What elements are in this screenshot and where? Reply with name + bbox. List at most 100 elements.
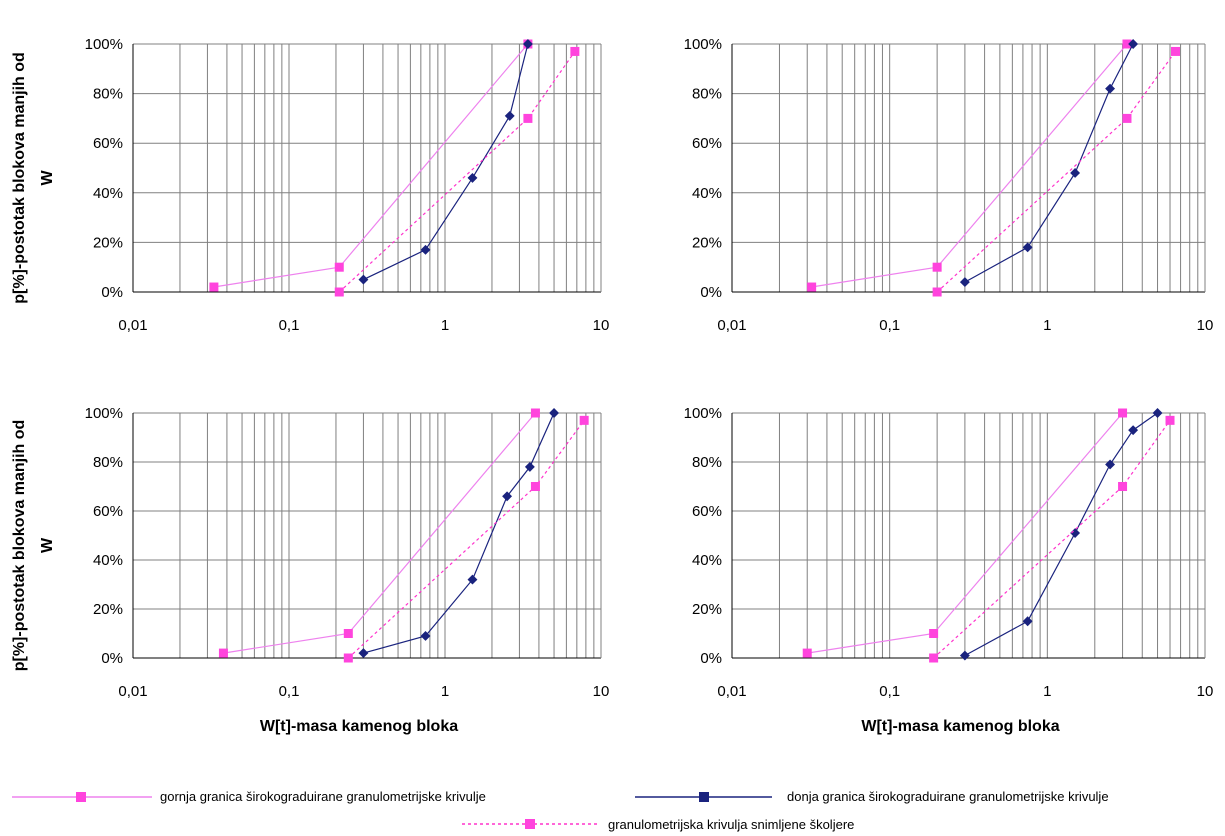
data-point-upper (334, 262, 344, 272)
data-point-lower (467, 172, 478, 183)
data-point-measured (1165, 415, 1175, 425)
data-point-upper (343, 629, 353, 638)
x-tick-label: 0,1 (279, 683, 300, 700)
series-line-lower (363, 43, 529, 281)
x-axis-title: W[t]-masa kamenog bloka (861, 718, 1059, 735)
series-line-upper (213, 43, 529, 288)
x-tick-label: 0,1 (879, 317, 900, 334)
data-point-measured (1171, 46, 1181, 56)
legend-upper-label: gornja granica širokograduirane granulom… (160, 789, 486, 804)
data-point-upper (1122, 39, 1132, 49)
y-tick-label: 80% (93, 454, 123, 471)
x-tick-label: 0,01 (717, 683, 746, 700)
data-point-lower (549, 408, 559, 418)
y-tick-label: 0% (700, 284, 722, 301)
data-point-upper (218, 648, 228, 658)
y-tick-label: 60% (93, 135, 123, 152)
data-point-measured (932, 287, 942, 297)
data-point-upper (209, 282, 219, 292)
y-tick-label: 0% (101, 650, 123, 667)
y-tick-label: 60% (93, 503, 123, 520)
series-line-measured (347, 420, 585, 659)
data-point-upper (929, 629, 939, 638)
y-axis-title: p[%]-postotak blokova manjih od (11, 52, 28, 304)
data-point-lower (1128, 425, 1139, 436)
data-point-upper (807, 282, 817, 292)
data-point-measured (530, 482, 540, 491)
y-tick-label: 100% (684, 405, 722, 422)
data-point-measured (343, 653, 353, 663)
data-point-lower (959, 277, 970, 288)
x-tick-label: 1 (1043, 317, 1051, 334)
legend-upper-marker (76, 792, 86, 802)
charts: 0%20%40%60%80%100%0,01 0,1 1 10p[%]-postota… (11, 36, 1213, 735)
x-tick-label: 1 (441, 683, 449, 700)
data-point-lower (420, 631, 431, 641)
data-point-lower (1070, 168, 1081, 178)
data-point-upper (932, 262, 942, 272)
y-tick-label: 0% (700, 650, 722, 667)
x-tick-label: 10 (593, 317, 610, 334)
data-point-lower (467, 574, 478, 585)
series-line-upper (811, 43, 1128, 288)
data-point-upper (530, 408, 540, 418)
y-tick-label: 20% (93, 601, 123, 618)
y-tick-label: 20% (692, 234, 722, 251)
data-point-lower (502, 491, 513, 502)
legend-lower-label: donja granica širokograduirane granulome… (787, 789, 1109, 804)
data-point-lower (522, 39, 533, 49)
data-point-measured (1118, 482, 1128, 491)
data-point-upper (1118, 408, 1128, 418)
data-point-lower (358, 274, 369, 285)
series-line-lower (363, 412, 555, 654)
data-point-measured (579, 415, 589, 425)
y-tick-label: 20% (93, 234, 123, 251)
data-point-measured (523, 113, 533, 123)
y-tick-label: 20% (692, 601, 722, 618)
x-tick-label: 0,01 (118, 317, 147, 334)
data-point-lower (959, 650, 970, 661)
data-point-measured (334, 287, 344, 297)
series-line-measured (933, 420, 1171, 659)
chart-1: 0% 20% 40% 60% 80% 100% 0,01 0,1 1 10 p[%]-postota… (11, 36, 609, 334)
y-axis-title-second-line: W (39, 537, 56, 553)
x-tick-label: 0,1 (279, 317, 300, 334)
x-tick-label: 10 (1197, 317, 1214, 334)
series-line-lower (964, 412, 1158, 657)
data-point-lower (524, 461, 535, 472)
data-point-upper (802, 648, 812, 658)
series-line-upper (223, 412, 536, 654)
legend: gornja granica širokograduirane granulom… (12, 789, 1109, 832)
y-tick-label: 40% (93, 552, 123, 569)
x-tick-label: 0,01 (717, 317, 746, 334)
data-point-lower (1105, 459, 1116, 470)
y-tick-label: 100% (684, 36, 722, 53)
x-tick-label: 10 (1197, 683, 1214, 700)
y-tick-label: 40% (692, 552, 722, 569)
y-tick-label: 80% (93, 86, 123, 103)
y-tick-label: 80% (692, 86, 722, 103)
y-axis-title-second-line: W (39, 170, 56, 186)
x-axis-title: W[t]-masa kamenog bloka (260, 718, 458, 735)
data-point-lower (1070, 528, 1081, 538)
y-tick-label: 80% (692, 454, 722, 471)
y-tick-label: 100% (85, 36, 123, 53)
data-point-lower (358, 648, 369, 659)
data-point-measured (570, 46, 580, 56)
chart-3: 0% 20% 40% 60% 80% 100% 0,01 0,1 1 10 p[%]-postota… (11, 405, 609, 735)
data-point-lower (1105, 83, 1116, 94)
y-tick-label: 0% (101, 284, 123, 301)
x-tick-label: 0,01 (118, 683, 147, 700)
series-line-measured (936, 51, 1176, 293)
series-line-lower (964, 43, 1134, 283)
data-point-lower (504, 110, 515, 121)
data-point-lower (420, 244, 431, 255)
data-point-measured (1122, 113, 1132, 123)
data-point-lower (1128, 39, 1139, 49)
data-point-measured (929, 653, 939, 663)
x-tick-label: 10 (593, 683, 610, 700)
chart-2: 0% 20% 40% 60% 80% 100% 0,01 0,1 1 10 (684, 36, 1214, 334)
y-axis-title: p[%]-postotak blokova manjih od (11, 420, 28, 672)
x-tick-label: 0,1 (879, 683, 900, 700)
y-tick-label: 40% (93, 185, 123, 202)
